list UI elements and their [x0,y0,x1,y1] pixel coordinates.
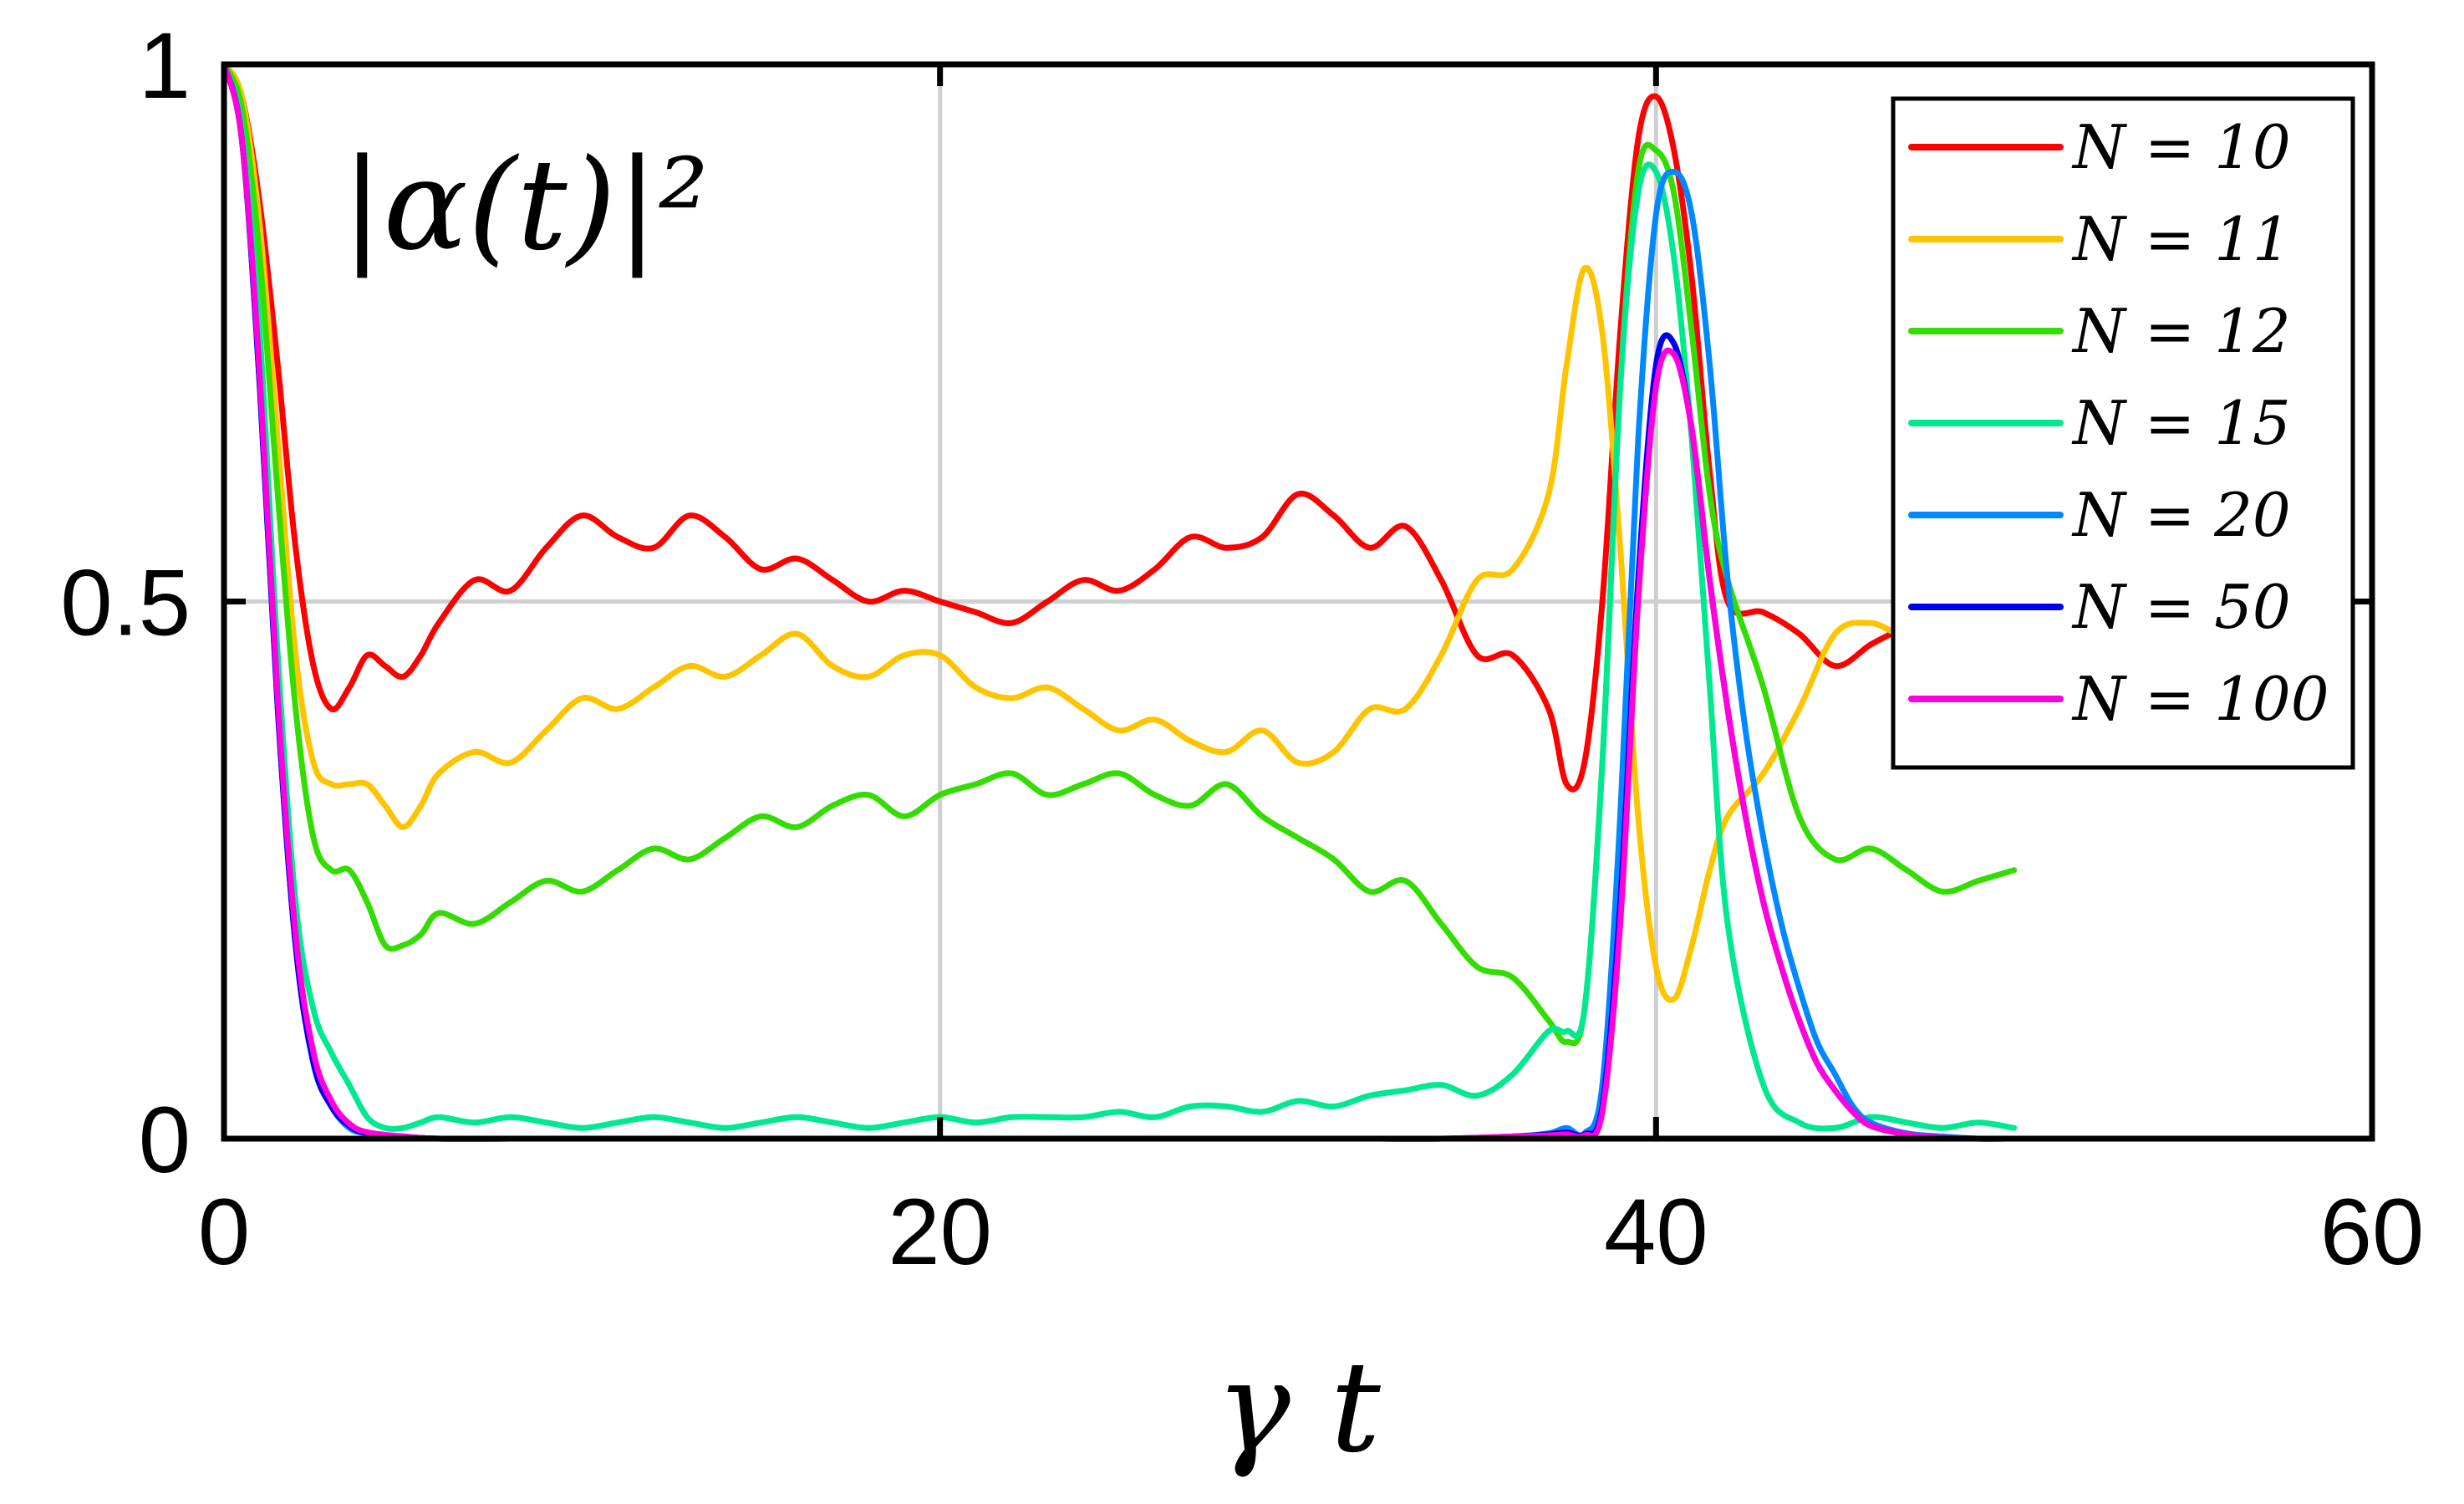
x-axis-label: γ t [1215,1335,1381,1481]
y-tick-label: 0.5 [60,551,191,655]
legend: N = 10 N = 11 N = 12 N = 15 N = 20 N = 50 N = … [1891,96,2355,770]
legend-label: N = 15 [2071,388,2291,458]
legend-label: N = 11 [2071,204,2291,274]
legend-label: N = 12 [2071,296,2291,366]
annotation-label: |α(t)|² [341,133,709,278]
legend-label: N = 100 [2071,664,2329,734]
x-tick-label: 60 [2320,1180,2425,1284]
axis-ticks [224,64,2372,1139]
series-line-3 [221,61,2018,1047]
y-tick-label: 0 [139,1088,191,1192]
x-tick-label: 40 [1604,1180,1708,1284]
y-tick-label: 1 [139,13,191,118]
legend-label: N = 20 [2071,480,2291,550]
series-line-2 [221,61,2018,1003]
legend-label: N = 50 [2071,572,2291,642]
series-line-4 [221,61,2018,1132]
series-line-1 [221,61,2018,793]
legend-box [1891,96,2355,770]
tick-labels: 0 20 40 60 0 0.5 1 [60,13,2424,1284]
x-tick-label: 0 [198,1180,250,1284]
x-tick-label: 20 [888,1180,992,1284]
legend-items: N = 10 N = 11 N = 12 N = 15 N = 20 N = 50 N = … [1908,112,2329,734]
legend-label: N = 10 [2071,112,2291,182]
